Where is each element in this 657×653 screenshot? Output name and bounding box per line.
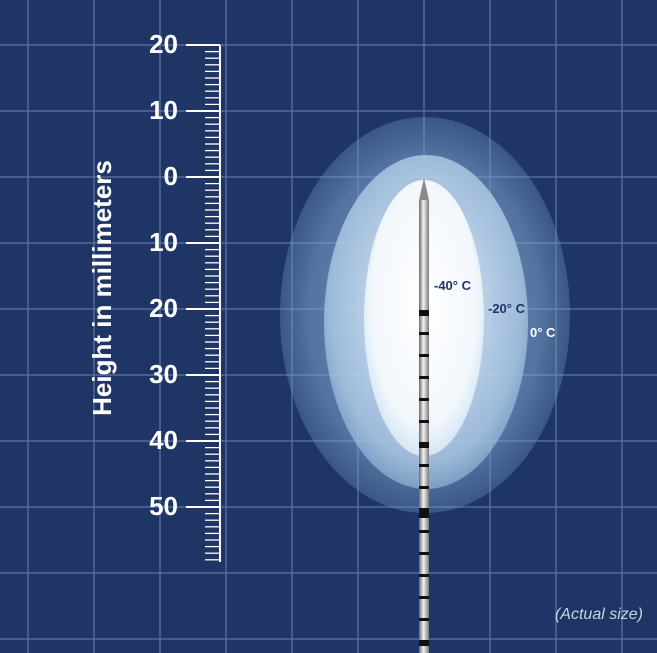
ruler: 20 10 0 10 20 30 40 50: [149, 29, 220, 561]
ruler-label: Height in millimeters: [87, 160, 117, 416]
needle-mark: [419, 574, 429, 577]
needle-mark: [419, 332, 429, 335]
needle: [419, 178, 429, 653]
ruler-tick-label: 20: [149, 29, 178, 59]
ruler-tick-label: 0: [164, 161, 178, 191]
ruler-tick-label: 10: [149, 227, 178, 257]
needle-mark: [419, 618, 429, 621]
needle-mark: [419, 398, 429, 401]
needle-mark: [419, 376, 429, 379]
needle-mark: [419, 640, 429, 646]
ruler-tick-label: 30: [149, 359, 178, 389]
needle-mark: [419, 552, 429, 555]
needle-mark: [419, 420, 429, 423]
ruler-tick-label: 40: [149, 425, 178, 455]
needle-mark: [419, 354, 429, 357]
isotherm-label: -40° C: [434, 278, 472, 293]
needle-mark: [419, 508, 429, 518]
needle-mark: [419, 486, 429, 489]
ruler-tick-label: 10: [149, 95, 178, 125]
caption: (Actual size): [555, 606, 643, 623]
needle-mark: [419, 310, 429, 316]
needle-mark: [419, 442, 429, 448]
needle-mark: [419, 530, 429, 533]
ruler-tick-label: 50: [149, 491, 178, 521]
needle-mark: [419, 596, 429, 599]
needle-mark: [419, 464, 429, 467]
isotherm-label: 0° C: [530, 325, 556, 340]
isotherm-label: -20° C: [488, 301, 526, 316]
ruler-tick-label: 20: [149, 293, 178, 323]
